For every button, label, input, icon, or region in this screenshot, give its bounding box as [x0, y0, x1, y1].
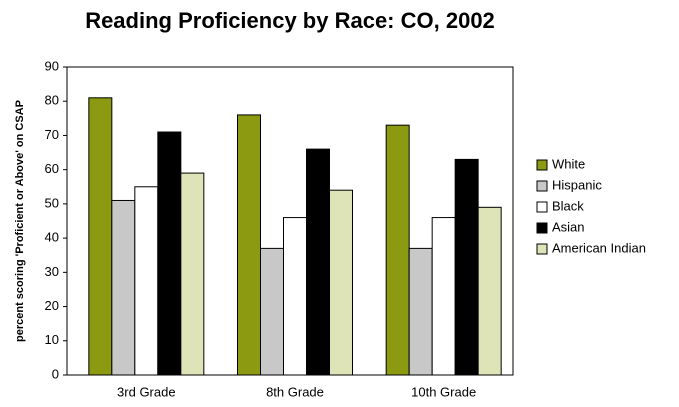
bar — [385, 124, 410, 376]
bar — [454, 158, 479, 376]
x-tick-label: 3rd Grade — [117, 384, 176, 399]
legend-label: White — [552, 156, 585, 171]
bar — [157, 131, 182, 376]
bar — [134, 186, 159, 376]
bar — [88, 97, 113, 376]
legend-label: Black — [552, 198, 584, 213]
x-tick-label: 10th Grade — [411, 384, 476, 399]
y-tick-label: 0 — [52, 366, 59, 381]
legend-swatch — [536, 180, 548, 192]
y-tick-label: 10 — [45, 332, 59, 347]
x-tick-label: 8th Grade — [266, 384, 324, 399]
bar — [477, 206, 502, 376]
y-tick-label: 20 — [45, 298, 59, 313]
bar — [329, 189, 353, 376]
bar — [283, 217, 307, 376]
bar — [306, 148, 330, 376]
y-tick-label: 60 — [45, 161, 59, 176]
legend-label: Asian — [552, 219, 585, 234]
legend-swatch — [536, 159, 548, 171]
bar — [111, 199, 136, 376]
y-tick-label: 50 — [45, 195, 59, 210]
y-tick-label: 30 — [45, 264, 59, 279]
bar — [180, 172, 205, 376]
legend-swatch — [536, 201, 548, 213]
y-tick-label: 90 — [45, 58, 59, 73]
y-tick-label: 80 — [45, 93, 59, 108]
bar — [260, 247, 284, 376]
legend-swatch — [536, 243, 548, 255]
bar — [408, 247, 433, 376]
bar — [237, 114, 261, 376]
legend-swatch — [536, 222, 548, 234]
y-axis-label: percent scoring 'Proficient or Above' on… — [14, 100, 26, 342]
y-tick-label: 70 — [45, 127, 59, 142]
bar — [431, 217, 456, 376]
legend-label: Hispanic — [552, 177, 602, 192]
legend-label: American Indian — [552, 240, 646, 255]
chart-title: Reading Proficiency by Race: CO, 2002 — [85, 8, 495, 33]
y-tick-label: 40 — [45, 230, 59, 245]
